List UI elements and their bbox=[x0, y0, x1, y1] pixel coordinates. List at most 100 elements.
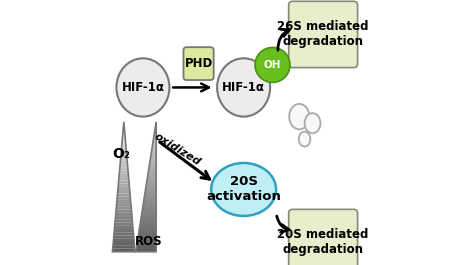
Polygon shape bbox=[143, 203, 156, 206]
Polygon shape bbox=[117, 200, 131, 203]
Polygon shape bbox=[145, 193, 156, 197]
Polygon shape bbox=[121, 151, 127, 154]
Polygon shape bbox=[117, 197, 130, 200]
Polygon shape bbox=[155, 122, 156, 125]
Polygon shape bbox=[144, 200, 156, 203]
Polygon shape bbox=[152, 145, 156, 148]
Polygon shape bbox=[139, 229, 156, 232]
FancyBboxPatch shape bbox=[183, 47, 214, 80]
Polygon shape bbox=[118, 190, 130, 193]
Polygon shape bbox=[142, 210, 156, 213]
Polygon shape bbox=[123, 128, 125, 132]
Polygon shape bbox=[152, 148, 156, 151]
Polygon shape bbox=[120, 164, 128, 167]
Polygon shape bbox=[120, 158, 127, 161]
Polygon shape bbox=[144, 197, 156, 200]
Polygon shape bbox=[120, 161, 128, 164]
Polygon shape bbox=[140, 223, 156, 226]
Polygon shape bbox=[147, 174, 156, 177]
Polygon shape bbox=[146, 187, 156, 190]
Polygon shape bbox=[115, 216, 132, 219]
Polygon shape bbox=[113, 242, 135, 245]
Polygon shape bbox=[113, 239, 134, 242]
Polygon shape bbox=[113, 245, 135, 249]
Polygon shape bbox=[145, 190, 156, 193]
Polygon shape bbox=[116, 206, 131, 210]
Polygon shape bbox=[140, 219, 156, 223]
Polygon shape bbox=[118, 180, 129, 184]
Polygon shape bbox=[155, 128, 156, 132]
Polygon shape bbox=[151, 151, 156, 154]
Polygon shape bbox=[154, 132, 156, 135]
Polygon shape bbox=[137, 242, 156, 245]
Ellipse shape bbox=[289, 104, 310, 129]
Polygon shape bbox=[114, 232, 134, 236]
Polygon shape bbox=[137, 245, 156, 249]
Polygon shape bbox=[122, 138, 126, 142]
Polygon shape bbox=[148, 171, 156, 174]
Ellipse shape bbox=[117, 58, 169, 117]
Polygon shape bbox=[146, 180, 156, 184]
Polygon shape bbox=[147, 177, 156, 180]
Polygon shape bbox=[122, 142, 126, 145]
Circle shape bbox=[255, 47, 290, 82]
FancyBboxPatch shape bbox=[289, 209, 357, 265]
Polygon shape bbox=[114, 229, 133, 232]
Text: OH: OH bbox=[264, 60, 281, 70]
Polygon shape bbox=[137, 239, 156, 242]
Polygon shape bbox=[116, 213, 132, 216]
Polygon shape bbox=[149, 164, 156, 167]
Ellipse shape bbox=[211, 163, 276, 216]
Polygon shape bbox=[148, 167, 156, 171]
Polygon shape bbox=[122, 135, 125, 138]
Polygon shape bbox=[121, 145, 126, 148]
Polygon shape bbox=[114, 226, 133, 229]
Polygon shape bbox=[149, 161, 156, 164]
Polygon shape bbox=[119, 167, 128, 171]
FancyBboxPatch shape bbox=[289, 1, 357, 68]
Polygon shape bbox=[118, 184, 129, 187]
Polygon shape bbox=[121, 154, 127, 158]
Polygon shape bbox=[146, 184, 156, 187]
Text: HIF-1α: HIF-1α bbox=[222, 81, 265, 94]
Polygon shape bbox=[138, 232, 156, 236]
Polygon shape bbox=[142, 206, 156, 210]
Polygon shape bbox=[136, 249, 156, 252]
Polygon shape bbox=[114, 236, 134, 239]
Polygon shape bbox=[150, 158, 156, 161]
Polygon shape bbox=[116, 210, 132, 213]
FancyArrowPatch shape bbox=[278, 29, 289, 50]
Ellipse shape bbox=[299, 132, 310, 147]
Polygon shape bbox=[115, 219, 132, 223]
Polygon shape bbox=[118, 187, 130, 190]
Text: ROS: ROS bbox=[135, 235, 162, 248]
Text: PHD: PHD bbox=[184, 57, 213, 70]
Polygon shape bbox=[155, 125, 156, 128]
Text: 20S
activation: 20S activation bbox=[206, 175, 281, 204]
Text: oxidized: oxidized bbox=[153, 132, 202, 168]
Polygon shape bbox=[118, 177, 129, 180]
Polygon shape bbox=[141, 213, 156, 216]
Polygon shape bbox=[117, 193, 130, 197]
Polygon shape bbox=[139, 226, 156, 229]
Polygon shape bbox=[112, 249, 135, 252]
Polygon shape bbox=[119, 174, 128, 177]
Polygon shape bbox=[115, 223, 133, 226]
Ellipse shape bbox=[305, 113, 320, 133]
Polygon shape bbox=[153, 142, 156, 145]
Polygon shape bbox=[123, 125, 124, 128]
FancyArrowPatch shape bbox=[277, 216, 289, 232]
Polygon shape bbox=[141, 216, 156, 219]
Polygon shape bbox=[119, 171, 128, 174]
Polygon shape bbox=[123, 132, 125, 135]
Polygon shape bbox=[138, 236, 156, 239]
Polygon shape bbox=[117, 203, 131, 206]
Ellipse shape bbox=[217, 58, 270, 117]
Polygon shape bbox=[121, 148, 127, 151]
Text: 26S mediated
degradation: 26S mediated degradation bbox=[277, 20, 369, 48]
Polygon shape bbox=[153, 138, 156, 142]
Polygon shape bbox=[154, 135, 156, 138]
Polygon shape bbox=[151, 154, 156, 158]
Text: 20S mediated
degradation: 20S mediated degradation bbox=[277, 228, 369, 257]
Text: HIF-1α: HIF-1α bbox=[121, 81, 164, 94]
